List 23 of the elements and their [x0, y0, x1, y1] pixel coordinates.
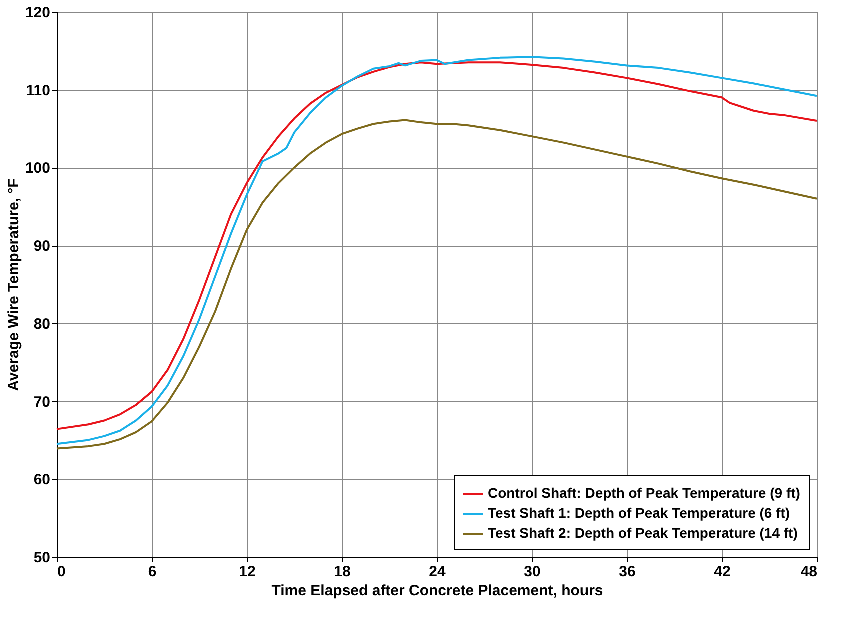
- x-tick-label: 18: [334, 564, 351, 580]
- x-tick-label: 36: [619, 564, 636, 580]
- line-series: [56, 119, 818, 450]
- y-tick-label: 70: [34, 394, 50, 411]
- y-tick-label: 50: [34, 550, 50, 566]
- y-axis-title: Average Wire Temperature, °F: [5, 178, 22, 392]
- y-tick-label: 80: [34, 316, 50, 333]
- y-tick-label: 100: [25, 160, 50, 178]
- legend-label: Test Shaft 2: Depth of Peak Temperature (14 ft): [488, 525, 798, 541]
- x-tick-label: 24: [429, 564, 446, 580]
- x-tick-label: 42: [714, 564, 731, 580]
- y-tick-label: 110: [26, 82, 50, 100]
- x-tick-label: 48: [800, 564, 818, 580]
- x-tick-label: 12: [239, 564, 256, 580]
- x-tick-label: 30: [524, 564, 541, 580]
- legend-label: Test Shaft 1: Depth of Peak Temperature (6 ft): [488, 505, 790, 521]
- y-tick-label: 60: [34, 472, 50, 489]
- legend-label: Control Shaft: Depth of Peak Temperature (9 ft): [488, 485, 800, 501]
- x-tick-label: 6: [148, 564, 157, 580]
- x-axis-title: Time Elapsed after Concrete Placement, hours: [272, 582, 604, 600]
- x-tick-label: 0: [58, 564, 66, 580]
- y-tick-label: 120: [25, 4, 50, 22]
- y-tick-label: 90: [34, 238, 50, 256]
